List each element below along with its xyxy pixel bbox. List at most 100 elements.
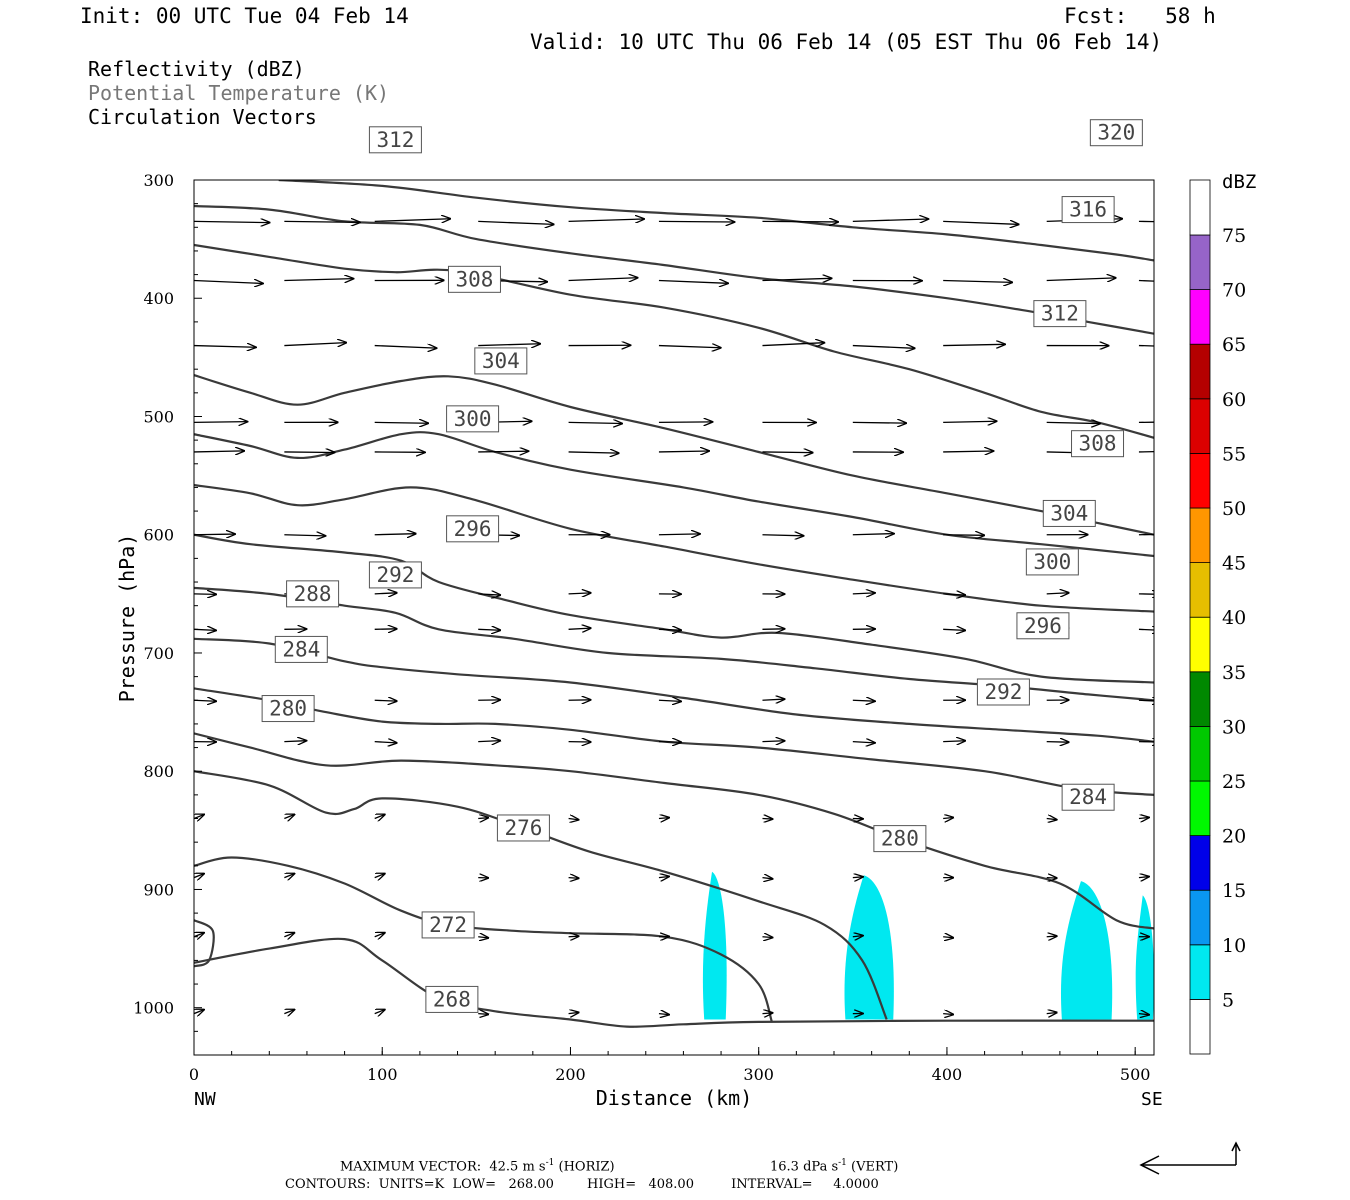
- circulation-vector: [762, 878, 772, 879]
- circulation-vector: [568, 422, 622, 423]
- circulation-vector: [762, 741, 784, 742]
- isentrope-label: 280: [269, 697, 307, 721]
- circulation-vector: [658, 629, 681, 630]
- circulation-vector: [762, 221, 837, 222]
- circulation-vector: [658, 451, 709, 452]
- circulation-vector: [658, 422, 712, 423]
- circulation-vector: [658, 346, 721, 348]
- circulation-vector: [374, 593, 397, 594]
- circulation-vector: [194, 815, 204, 819]
- isentrope-label-box: [446, 405, 500, 433]
- circulation-vector: [852, 936, 863, 937]
- circulation-vector: [478, 937, 488, 938]
- circulation-vector: [374, 742, 397, 743]
- circulation-vector: [658, 818, 669, 819]
- circulation-vector: [374, 422, 428, 423]
- circulation-vector: [374, 534, 416, 535]
- colorbar-label: 5: [1222, 989, 1234, 1011]
- y-tick-label: 400: [143, 289, 174, 308]
- circulation-vector: [1138, 344, 1154, 347]
- colorbar-swatch: [1189, 999, 1211, 1055]
- circulation-vector: [1046, 278, 1116, 281]
- isentrope-label-box: [368, 126, 422, 154]
- circulation-vector: [284, 452, 334, 453]
- isentrope-label: 288: [294, 582, 332, 606]
- circulation-vector: [943, 535, 984, 536]
- isentrope-label-box: [1025, 548, 1079, 576]
- circulation-vector: [1046, 422, 1100, 423]
- isentrope-label-box: [1016, 612, 1070, 640]
- circulation-vector: [568, 936, 579, 937]
- header-fcst: Fcst: 58 h: [1064, 4, 1216, 28]
- circulation-vector: [374, 219, 450, 222]
- isentrope-label-box: [496, 814, 550, 842]
- circulation-vector: [478, 629, 500, 630]
- circulation-vector: [194, 874, 204, 878]
- header-valid: Valid: 10 UTC Thu 06 Feb 14 (05 EST Thu …: [530, 30, 1163, 54]
- colorbar-label: 15: [1222, 880, 1246, 902]
- isentrope-label-box: [873, 825, 927, 853]
- isentrope-label-box: [1071, 430, 1125, 458]
- colorbar-label: 60: [1222, 389, 1246, 411]
- isentrope-line: [194, 637, 1154, 743]
- y-tick-label: 1000: [133, 999, 174, 1018]
- circulation-vector: [1138, 533, 1154, 536]
- isentrope-label: 292: [984, 680, 1022, 704]
- circulation-vector: [1046, 1012, 1057, 1013]
- circulation-vector: [374, 874, 385, 878]
- isentrope-line: [194, 374, 1154, 536]
- circulation-vector: [478, 818, 488, 819]
- circulation-vector: [943, 344, 1005, 345]
- colorbar-swatch: [1189, 889, 1211, 946]
- isentrope-line: [194, 919, 215, 968]
- isentrope-label-box: [274, 635, 328, 663]
- reflectivity-cell: [1135, 895, 1154, 1020]
- colorbar-label: 55: [1222, 443, 1246, 465]
- isentrope-label: 296: [454, 517, 492, 541]
- circulation-vector: [194, 1010, 204, 1014]
- reflectivity-cell: [1060, 881, 1113, 1020]
- isentrope-label-box: [286, 580, 340, 608]
- circulation-vector: [374, 346, 437, 349]
- isentrope-line: [194, 431, 1154, 558]
- circulation-vector: [1138, 877, 1149, 878]
- isentrope-label: 296: [1024, 614, 1062, 638]
- footer-contours: CONTOURS: UNITS=K LOW= 268.00 HIGH= 408.…: [285, 1177, 879, 1192]
- circulation-vector: [762, 819, 772, 820]
- isentrope-label: 300: [454, 407, 492, 431]
- isentrope-line: [278, 180, 1154, 262]
- isentrope-label-box: [447, 265, 501, 293]
- isentrope-line: [194, 204, 1154, 335]
- isentrope-label-box: [421, 911, 475, 939]
- x-tick-label: 0: [189, 1065, 199, 1084]
- isentrope-label: 292: [376, 563, 414, 587]
- y-tick-label: 500: [143, 407, 174, 426]
- circulation-vector: [478, 741, 500, 742]
- colorbar-label: 10: [1222, 935, 1246, 957]
- circulation-vector: [284, 343, 346, 346]
- header-init: Init: 00 UTC Tue 04 Feb 14: [80, 4, 409, 28]
- circulation-vector: [478, 1014, 488, 1015]
- circulation-vector: [658, 221, 734, 222]
- isentrope-line: [194, 533, 1154, 684]
- circulation-vector: [852, 422, 906, 423]
- circulation-vector: [194, 451, 244, 452]
- circulation-vector: [194, 221, 269, 222]
- isentrope-label-box: [474, 347, 528, 375]
- circulation-vector: [284, 815, 294, 819]
- colorbar-swatch: [1189, 780, 1211, 836]
- colorbar-swatch: [1189, 452, 1211, 509]
- colorbar-swatch: [1189, 289, 1211, 345]
- circulation-vector: [1138, 279, 1154, 282]
- circulation-vector: [943, 818, 953, 819]
- circulation-vector: [658, 876, 669, 877]
- x-tick-label: 500: [1120, 1065, 1151, 1084]
- circulation-vector: [568, 278, 638, 281]
- circulation-vector: [194, 281, 263, 284]
- colorbar-swatch: [1189, 398, 1211, 454]
- circulation-vector: [1138, 700, 1154, 701]
- footer-max-vector-vert: 16.3 dPa s-1 (VERT): [770, 1158, 899, 1175]
- colorbar-swatch: [1189, 179, 1211, 236]
- circulation-vector: [568, 628, 591, 629]
